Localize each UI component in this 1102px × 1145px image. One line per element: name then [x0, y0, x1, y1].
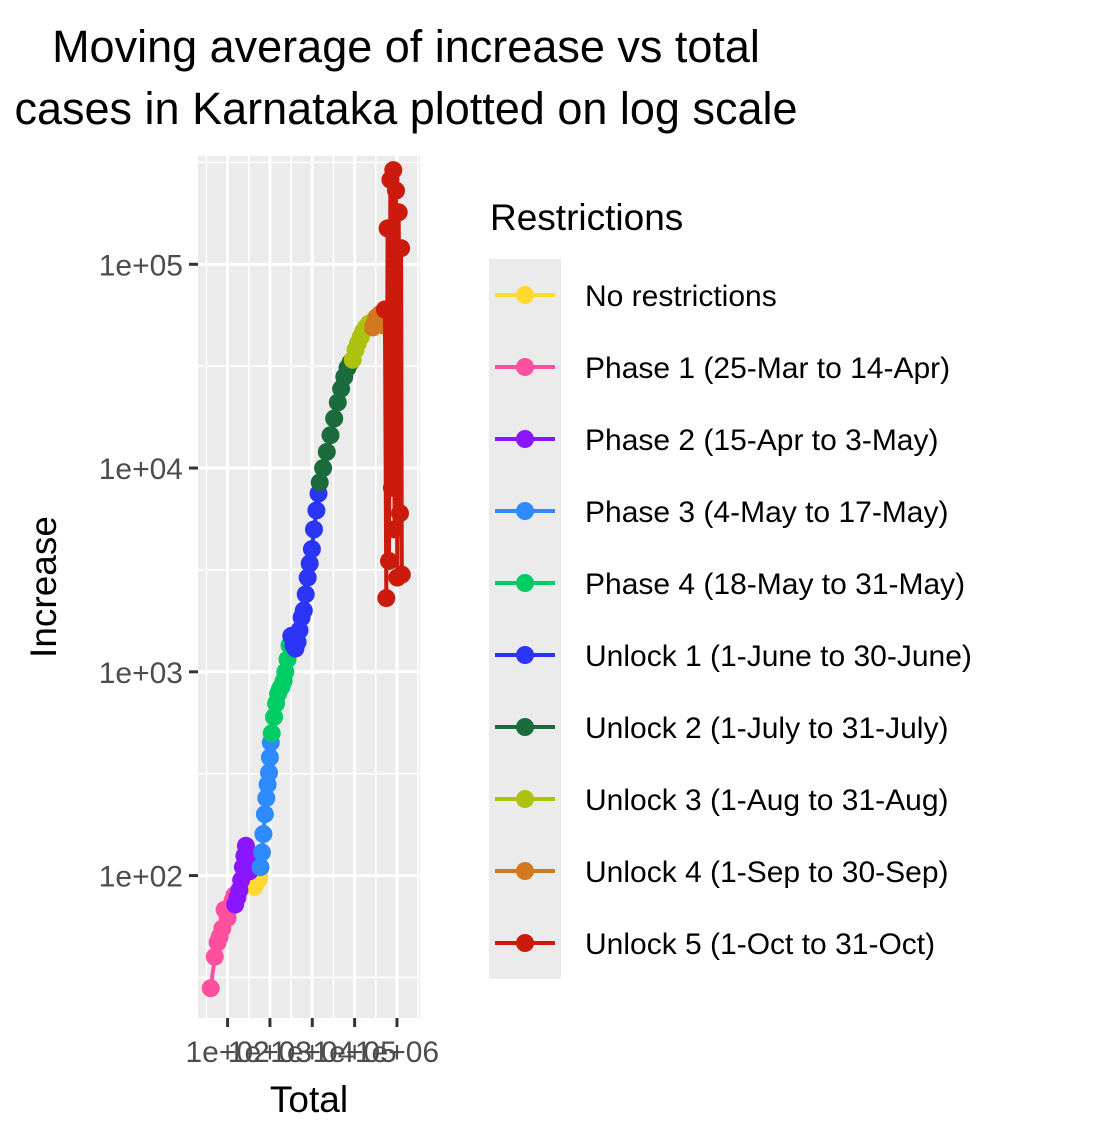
chart-title-line: Moving average of increase vs total: [52, 21, 760, 72]
legend-label: Unlock 4 (1-Sep to 30-Sep): [585, 856, 949, 889]
legend-label: No restrictions: [585, 280, 777, 313]
series-layer: [201, 161, 411, 998]
y-tick-label: 1e+05: [99, 249, 183, 282]
legend-item: Phase 4 (18-May to 31-May): [495, 568, 965, 601]
series-3: [251, 733, 280, 877]
legend-key-point: [516, 934, 534, 952]
data-point: [321, 426, 340, 445]
legend-item: Unlock 3 (1-Aug to 31-Aug): [495, 784, 949, 817]
legend-item: Phase 3 (4-May to 17-May): [495, 496, 948, 529]
data-point: [392, 239, 411, 258]
data-point: [380, 552, 398, 570]
data-point: [253, 843, 271, 862]
grid-minor: [198, 156, 420, 1018]
data-point: [300, 554, 319, 573]
data-point: [328, 393, 347, 412]
legend-label: Phase 2 (15-Apr to 3-May): [585, 424, 938, 457]
data-point: [310, 473, 329, 492]
x-tick-label: 1e+05: [312, 1036, 396, 1069]
legend-label: Phase 4 (18-May to 31-May): [585, 568, 965, 601]
data-point: [302, 540, 321, 559]
y-axis-label: Increase: [23, 516, 64, 658]
data-point: [251, 858, 270, 877]
x-axis-label: Total: [270, 1079, 348, 1120]
legend-item: Unlock 4 (1-Sep to 30-Sep): [495, 856, 949, 889]
x-tick-label: 1e+02: [185, 1036, 269, 1069]
data-point: [314, 459, 333, 478]
legend-key-point: [516, 646, 534, 664]
legend-key-point: [516, 358, 534, 376]
data-point: [298, 568, 317, 587]
legend-items: No restrictions Phase 1 (25-Mar to 14-Apr…: [495, 280, 972, 961]
legend-key-point: [516, 502, 534, 520]
x-tick-label: 1e+03: [228, 1036, 312, 1069]
legend-item: Unlock 1 (1-June to 30-June): [495, 640, 972, 673]
data-point: [392, 565, 411, 584]
data-point: [377, 589, 396, 608]
legend-item: Phase 1 (25-Mar to 14-Apr): [495, 352, 950, 385]
series-5: [282, 484, 328, 658]
legend-key-point: [516, 790, 534, 808]
legend-key-point: [516, 286, 534, 304]
legend-title: Restrictions: [490, 197, 683, 238]
chart-title-line: cases in Karnataka plotted on log scale: [15, 83, 798, 134]
legend-item: Unlock 2 (1-July to 31-July): [495, 712, 948, 745]
data-point: [260, 763, 278, 782]
data-point: [378, 219, 397, 238]
legend-label: Unlock 1 (1-June to 30-June): [585, 640, 972, 673]
legend-key-point: [516, 862, 534, 880]
chart-title: Moving average of increase vs total cases…: [15, 21, 798, 134]
legend-key-point: [516, 430, 534, 448]
data-point: [201, 979, 220, 998]
data-point: [382, 478, 401, 497]
y-tick-label: 1e+03: [99, 657, 183, 690]
data-point: [385, 520, 404, 539]
series-line: [382, 168, 404, 601]
series-6: [310, 353, 360, 492]
legend-label: Unlock 5 (1-Oct to 31-Oct): [585, 928, 935, 961]
y-tick-label: 1e+04: [99, 453, 183, 486]
legend-key-point: [516, 574, 534, 592]
data-point: [387, 181, 405, 200]
series-9: [375, 161, 411, 608]
data-point: [254, 825, 273, 843]
legend-item: Phase 2 (15-Apr to 3-May): [495, 424, 938, 457]
legend-item: No restrictions: [495, 280, 777, 313]
x-tick-label: 1e+06: [355, 1036, 439, 1069]
legend-label: Unlock 3 (1-Aug to 31-Aug): [585, 784, 949, 817]
legend-label: Phase 3 (4-May to 17-May): [585, 496, 948, 529]
series-2: [226, 836, 259, 914]
data-point: [205, 947, 224, 966]
data-point: [265, 708, 283, 726]
data-point: [255, 805, 274, 824]
legend-label: Phase 1 (25-Mar to 14-Apr): [585, 352, 950, 385]
data-point: [305, 520, 323, 539]
data-point: [384, 161, 403, 180]
data-point: [389, 203, 408, 222]
y-axis: 1e+02 1e+03 1e+04 1e+05: [99, 249, 198, 894]
legend-label: Unlock 2 (1-July to 31-July): [585, 712, 948, 745]
data-point: [296, 585, 315, 604]
data-point: [317, 442, 336, 461]
data-point: [260, 748, 279, 767]
data-point: [325, 409, 344, 428]
x-tick-label: 1e+04: [270, 1036, 354, 1069]
legend: Restrictions No restrictions Phase 1 (25-…: [489, 197, 972, 979]
legend-key-background: [489, 259, 561, 979]
data-point: [375, 300, 394, 319]
data-point: [257, 789, 276, 808]
legend-key-point: [516, 718, 534, 736]
y-tick-label: 1e+02: [99, 861, 183, 894]
data-point: [262, 724, 281, 743]
data-point: [294, 601, 313, 620]
data-point: [307, 501, 326, 520]
data-point: [391, 504, 409, 523]
legend-item: Unlock 5 (1-Oct to 31-Oct): [495, 928, 935, 961]
